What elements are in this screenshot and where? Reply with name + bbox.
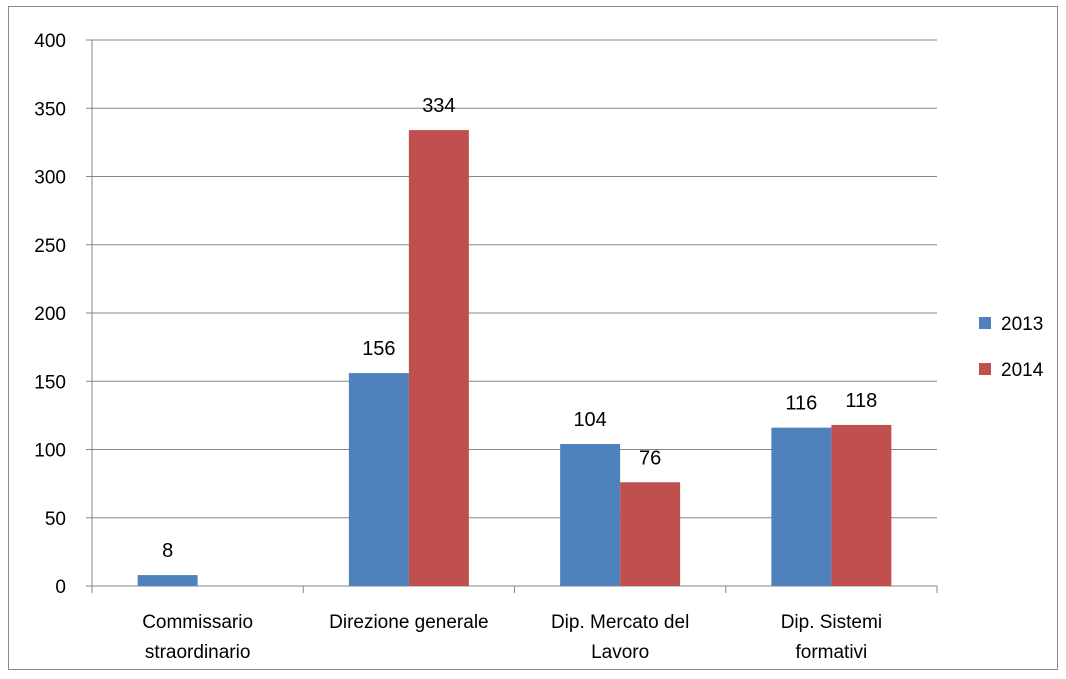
data-label: 118 bbox=[845, 390, 877, 412]
data-label: 8 bbox=[162, 540, 173, 562]
data-label: 334 bbox=[422, 95, 455, 117]
bars bbox=[137, 130, 892, 586]
x-tick-label: Commissario straordinario bbox=[142, 612, 253, 663]
y-tick-label: 150 bbox=[34, 372, 66, 393]
y-tick-label: 350 bbox=[34, 99, 66, 120]
bar-2014-3 bbox=[831, 424, 892, 586]
legend-swatch-2014 bbox=[979, 363, 991, 375]
y-tick-label: 0 bbox=[55, 577, 66, 598]
data-label: 156 bbox=[362, 338, 395, 360]
y-tick-label: 300 bbox=[34, 168, 66, 189]
legend-label: 2014 bbox=[1001, 360, 1044, 381]
x-tick-label: Dip. Sistemi formativi bbox=[781, 612, 882, 663]
bar-2013-2 bbox=[560, 444, 621, 586]
axes: 0 50 100 150 200 250 300 350 400 Commissario strao… bbox=[34, 31, 938, 663]
y-tick-label: 250 bbox=[34, 236, 66, 257]
x-tick-label: Direzione generale bbox=[329, 612, 489, 633]
legend: 2013 2014 bbox=[979, 314, 1044, 381]
bar-2014-2 bbox=[620, 482, 681, 586]
data-label: 104 bbox=[573, 409, 606, 431]
bar-2014-1 bbox=[408, 130, 469, 586]
bar-2013-1 bbox=[348, 373, 409, 586]
data-label: 116 bbox=[785, 393, 817, 415]
y-tick-label: 400 bbox=[34, 31, 66, 52]
y-tick-label: 200 bbox=[34, 304, 66, 325]
data-label: 76 bbox=[639, 447, 661, 469]
data-labels: 8 156 104 116 334 76 118 bbox=[162, 95, 877, 562]
bar-2013-0 bbox=[137, 575, 198, 586]
legend-swatch-2013 bbox=[979, 317, 991, 329]
legend-label: 2013 bbox=[1001, 314, 1043, 335]
x-tick-label: Dip. Mercato del Lavoro bbox=[551, 612, 689, 663]
bar-2013-3 bbox=[771, 427, 832, 586]
y-tick-label: 100 bbox=[34, 441, 66, 462]
y-tick-label: 50 bbox=[45, 509, 66, 530]
